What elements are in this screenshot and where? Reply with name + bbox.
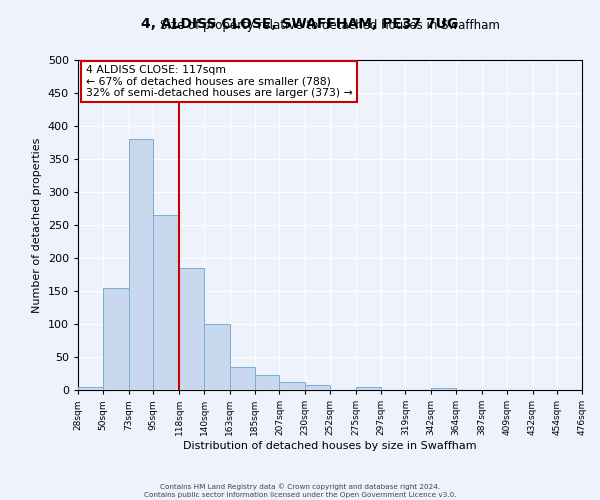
Bar <box>179 268 204 390</box>
Bar <box>78 386 103 390</box>
Bar <box>128 139 154 390</box>
Title: Size of property relative to detached houses in Swaffham: Size of property relative to detached ho… <box>160 20 500 32</box>
Y-axis label: Number of detached properties: Number of detached properties <box>32 138 42 312</box>
Bar <box>154 215 179 390</box>
Text: Contains HM Land Registry data © Crown copyright and database right 2024.
Contai: Contains HM Land Registry data © Crown c… <box>144 484 456 498</box>
Bar <box>254 376 280 390</box>
Bar <box>280 382 305 390</box>
Bar <box>204 324 230 390</box>
Bar <box>356 386 380 390</box>
Bar <box>305 384 330 390</box>
Text: 4, ALDISS CLOSE, SWAFFHAM, PE37 7UG: 4, ALDISS CLOSE, SWAFFHAM, PE37 7UG <box>142 18 458 32</box>
Bar <box>431 388 456 390</box>
Bar <box>103 288 128 390</box>
Bar <box>230 367 254 390</box>
X-axis label: Distribution of detached houses by size in Swaffham: Distribution of detached houses by size … <box>183 441 477 451</box>
Text: 4 ALDISS CLOSE: 117sqm
← 67% of detached houses are smaller (788)
32% of semi-de: 4 ALDISS CLOSE: 117sqm ← 67% of detached… <box>86 65 352 98</box>
